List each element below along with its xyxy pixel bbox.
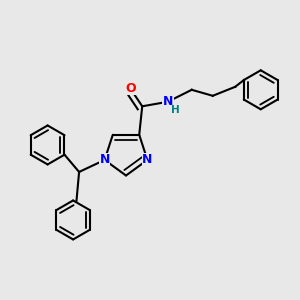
Text: N: N bbox=[163, 95, 173, 108]
Text: N: N bbox=[142, 154, 153, 166]
Text: H: H bbox=[171, 105, 179, 115]
Text: O: O bbox=[125, 82, 136, 95]
Text: N: N bbox=[99, 154, 110, 166]
